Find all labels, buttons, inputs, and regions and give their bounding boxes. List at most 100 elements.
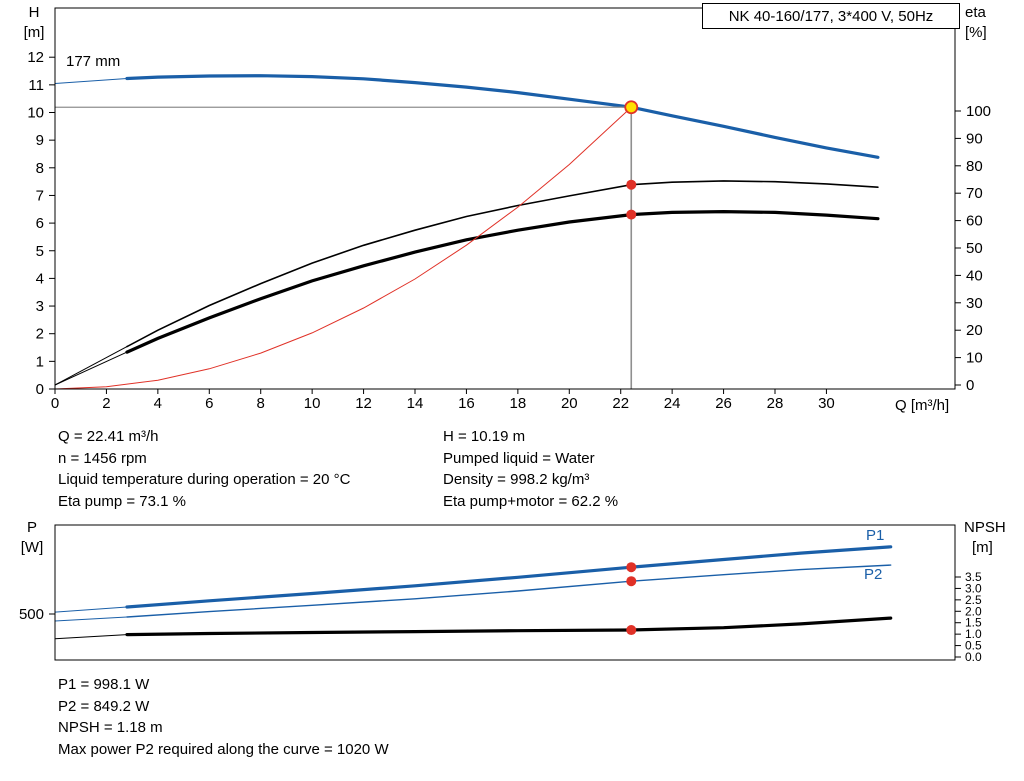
- svg-text:28: 28: [767, 395, 784, 412]
- h-axis-unit: [m]: [23, 24, 45, 41]
- eta-pump-motor-curve: [125, 209, 880, 354]
- svg-text:50: 50: [966, 240, 983, 257]
- duty-point-marker: [624, 100, 639, 115]
- svg-text:2.5: 2.5: [965, 593, 982, 607]
- svg-text:500: 500: [19, 606, 44, 623]
- svg-text:6: 6: [36, 215, 44, 232]
- power-chart-frame: [54, 524, 956, 661]
- svg-text:3: 3: [36, 298, 44, 315]
- eta-pump-point: [626, 179, 637, 190]
- eta-axis-label: eta [%]: [965, 3, 1015, 43]
- svg-text:0: 0: [36, 381, 44, 398]
- svg-text:0.0: 0.0: [965, 650, 982, 664]
- npsh-curve: [125, 616, 893, 637]
- svg-text:1.0: 1.0: [965, 627, 982, 641]
- svg-text:16: 16: [458, 395, 475, 412]
- svg-text:7: 7: [36, 187, 44, 204]
- npsh-point: [626, 625, 637, 636]
- svg-text:8: 8: [36, 160, 44, 177]
- npsh-value: NPSH = 1.18 m: [58, 719, 163, 736]
- svg-text:30: 30: [966, 295, 983, 312]
- eta-pump-motor-point: [626, 209, 637, 220]
- head-177mm-curve: [125, 74, 880, 159]
- svg-text:5: 5: [36, 243, 44, 260]
- pump-model-title: NK 40-160/177, 3*400 V, 50Hz: [728, 7, 934, 25]
- p1-value: P1 = 998.1 W: [58, 676, 150, 693]
- svg-text:0: 0: [966, 377, 974, 394]
- q-axis-label: Q [m³/h]: [895, 397, 950, 414]
- svg-text:9: 9: [36, 132, 44, 149]
- svg-text:10: 10: [304, 395, 321, 412]
- p2-series-label: P2: [864, 566, 883, 583]
- svg-text:8: 8: [257, 395, 265, 412]
- p-axis-unit: [W]: [20, 539, 44, 556]
- npsh-axis-label: NPSH [m]: [964, 518, 1016, 558]
- operating-data-left: Q = 22.41 m³/h n = 1456 rpm Liquid tempe…: [58, 426, 350, 512]
- p-axis-symbol: P: [26, 519, 37, 536]
- svg-text:100: 100: [966, 103, 991, 120]
- npsh-axis-symbol: NPSH: [964, 519, 1006, 536]
- operating-data-right: H = 10.19 m Pumped liquid = Water Densit…: [443, 426, 618, 512]
- h-axis-label: H [m]: [16, 3, 52, 43]
- eta-pump-motor-value: Eta pump+motor = 62.2 %: [443, 492, 619, 510]
- svg-text:24: 24: [664, 395, 681, 412]
- svg-text:20: 20: [966, 322, 983, 339]
- p2-curve-lead: [54, 616, 128, 622]
- svg-text:18: 18: [510, 395, 527, 412]
- eta-pump-motor-curve-lead: [54, 351, 128, 386]
- density-value: Density = 998.2 kg/m³: [443, 471, 590, 488]
- svg-text:2: 2: [36, 326, 44, 343]
- power-data-block: P1 = 998.1 W P2 = 849.2 W NPSH = 1.18 m …: [58, 674, 389, 760]
- svg-text:0.5: 0.5: [965, 639, 982, 653]
- max-power-value: Max power P2 required along the curve = …: [58, 740, 389, 758]
- liquid-temperature-value: Liquid temperature during operation = 20…: [58, 471, 351, 488]
- svg-text:1: 1: [36, 353, 44, 370]
- p1-curve-lead: [54, 606, 128, 613]
- svg-text:3.0: 3.0: [965, 581, 982, 595]
- h-axis-symbol: H: [28, 4, 40, 21]
- svg-text:12: 12: [355, 395, 372, 412]
- svg-text:1.5: 1.5: [965, 616, 982, 630]
- p2-value: P2 = 849.2 W: [58, 697, 150, 715]
- svg-text:0: 0: [51, 395, 59, 412]
- svg-text:11: 11: [28, 77, 44, 94]
- svg-text:22: 22: [612, 395, 629, 412]
- svg-text:2: 2: [102, 395, 110, 412]
- svg-text:4: 4: [36, 270, 44, 287]
- svg-text:26: 26: [715, 395, 732, 412]
- eta-axis-unit: [%]: [965, 24, 987, 41]
- eta-pump-curve: [126, 180, 879, 348]
- svg-text:6: 6: [205, 395, 213, 412]
- svg-text:40: 40: [966, 267, 983, 284]
- svg-text:3.5: 3.5: [965, 570, 982, 584]
- svg-text:2.0: 2.0: [965, 604, 982, 618]
- eta-axis-symbol: eta: [965, 4, 986, 21]
- svg-text:80: 80: [966, 158, 983, 175]
- svg-text:10: 10: [27, 105, 44, 122]
- npsh-axis-unit: [m]: [972, 539, 993, 556]
- eta-pump-curve-lead: [54, 346, 128, 386]
- svg-text:60: 60: [966, 213, 983, 230]
- pump-model-title-box: NK 40-160/177, 3*400 V, 50Hz: [702, 3, 960, 29]
- svg-text:12: 12: [27, 49, 44, 66]
- p2-point: [626, 576, 637, 587]
- system-curve-curve: [54, 106, 632, 390]
- head-177mm-curve-lead: [54, 78, 128, 84]
- svg-text:70: 70: [966, 185, 983, 202]
- p2-curve: [126, 564, 892, 618]
- head-value: H = 10.19 m: [443, 428, 526, 445]
- p1-point: [626, 562, 637, 573]
- pumped-liquid-value: Pumped liquid = Water: [443, 449, 595, 467]
- p1-series-label: P1: [866, 527, 885, 544]
- svg-text:30: 30: [818, 395, 835, 412]
- svg-text:10: 10: [966, 350, 983, 367]
- npsh-curve-lead: [54, 634, 128, 640]
- eta-pump-value: Eta pump = 73.1 %: [58, 492, 186, 510]
- svg-text:90: 90: [966, 130, 983, 147]
- p1-curve: [125, 545, 893, 609]
- speed-value: n = 1456 rpm: [58, 449, 147, 467]
- flow-value: Q = 22.41 m³/h: [58, 428, 159, 445]
- svg-text:14: 14: [407, 395, 424, 412]
